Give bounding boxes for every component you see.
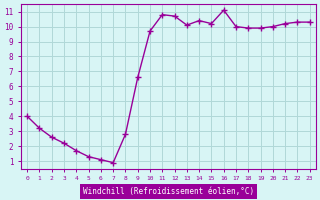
X-axis label: Windchill (Refroidissement éolien,°C): Windchill (Refroidissement éolien,°C) bbox=[83, 187, 254, 196]
